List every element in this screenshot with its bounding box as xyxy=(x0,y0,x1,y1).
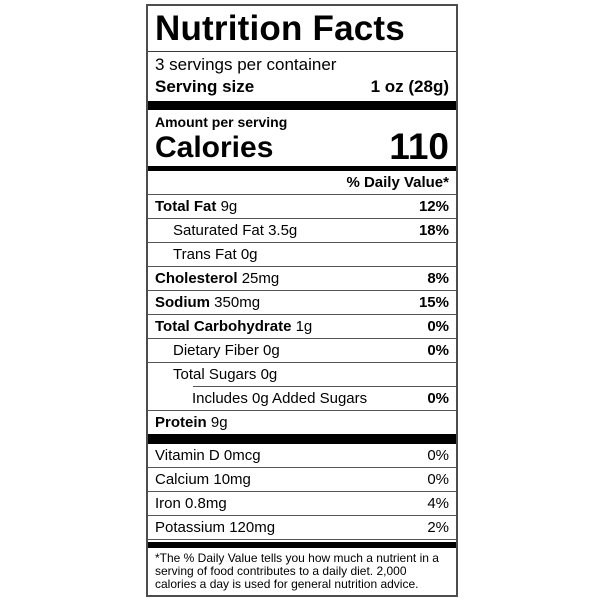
vitamin-row-iron: Iron 0.8mg 4% xyxy=(148,491,456,515)
vitamin-dv: 0% xyxy=(427,471,449,488)
nutrient-name: Saturated Fat xyxy=(173,222,264,239)
nutrient-dv: 0% xyxy=(427,342,449,359)
vitamin-amount: 0.8mg xyxy=(185,495,227,512)
vitamin-amount: 120mg xyxy=(229,519,276,536)
vitamin-amount: 10mg xyxy=(213,471,251,488)
daily-value-header: % Daily Value* xyxy=(346,174,449,191)
thin-divider xyxy=(148,51,456,52)
nutrient-amount: 0g xyxy=(263,342,280,359)
nutrient-row-total-fat: Total Fat 9g 12% xyxy=(148,194,456,218)
vitamin-name: Potassium xyxy=(155,519,226,536)
nutrient-dv: 12% xyxy=(418,198,449,215)
vitamin-row-vitamin-d: Vitamin D 0mcg 0% xyxy=(148,444,456,467)
nutrient-dv: 0% xyxy=(427,390,449,407)
serving-size-row: Serving size 1 oz (28g) xyxy=(148,75,456,101)
label-title: Nutrition Facts xyxy=(155,9,405,48)
nutrient-amount: 9g xyxy=(210,414,228,431)
nutrient-row-cholesterol: Cholesterol 25mg 8% xyxy=(148,266,456,290)
nutrient-name: Trans Fat xyxy=(173,246,237,263)
nutrition-facts-label: Nutrition Facts 3 servings per container… xyxy=(146,4,458,597)
nutrient-row-saturated-fat: Saturated Fat 3.5g 18% xyxy=(148,218,456,242)
vitamins-section: Vitamin D 0mcg 0% Calcium 10mg 0% Iron 0… xyxy=(148,444,456,540)
nutrient-name: Total Fat xyxy=(155,198,217,215)
vitamin-name: Calcium xyxy=(155,471,210,488)
nutrient-dv: 0% xyxy=(427,318,449,335)
amount-per-serving-label: Amount per serving xyxy=(155,114,288,130)
nutrient-amount: 1g xyxy=(295,318,313,335)
nutrient-name: Includes 0g Added Sugars xyxy=(192,390,368,407)
serving-size-value: 1 oz (28g) xyxy=(370,77,449,96)
daily-value-footnote: *The % Daily Value tells you how much a … xyxy=(155,551,439,591)
nutrient-amount: 25mg xyxy=(241,270,280,287)
vitamin-amount: 0mcg xyxy=(223,447,261,464)
nutrient-name: Cholesterol xyxy=(155,270,238,287)
nutrient-amount: 350mg xyxy=(214,294,261,311)
nutrient-amount: 0g xyxy=(240,246,258,263)
indented-divider xyxy=(193,386,456,387)
vitamin-name: Iron xyxy=(155,495,181,512)
calories-value: 110 xyxy=(389,126,449,167)
nutrient-name: Sodium xyxy=(155,294,210,311)
thick-separator-bar xyxy=(148,101,456,110)
nutrient-row-total-sugars: Total Sugars 0g xyxy=(148,362,456,386)
nutrient-row-added-sugars: Includes 0g Added Sugars 0% xyxy=(148,387,456,410)
medium-separator-bar xyxy=(148,166,456,171)
nutrient-name: Dietary Fiber xyxy=(173,342,259,359)
nutrient-amount: 9g xyxy=(220,198,238,215)
nutrient-row-dietary-fiber: Dietary Fiber 0g 0% xyxy=(148,338,456,362)
medium-separator-bar xyxy=(148,542,456,548)
vitamin-row-calcium: Calcium 10mg 0% xyxy=(148,467,456,491)
vitamin-row-potassium: Potassium 120mg 2% xyxy=(148,515,456,539)
thick-separator-bar xyxy=(148,434,456,444)
nutrient-row-sodium: Sodium 350mg 15% xyxy=(148,290,456,314)
nutrient-row-trans-fat: Trans Fat 0g xyxy=(148,242,456,266)
serving-size-label: Serving size xyxy=(155,77,255,96)
vitamin-dv: 0% xyxy=(427,447,449,464)
nutrient-amount: 0g xyxy=(260,366,278,383)
nutrient-name: Total Carbohydrate xyxy=(155,318,292,335)
nutrient-dv: 18% xyxy=(418,222,449,239)
nutrient-name: Protein xyxy=(155,414,207,431)
nutrient-row-total-carbohydrate: Total Carbohydrate 1g 0% xyxy=(148,314,456,338)
calories-row: Calories 110 xyxy=(148,126,456,167)
calories-label: Calories xyxy=(155,131,274,164)
vitamin-dv: 2% xyxy=(427,519,449,536)
nutrient-amount: 3.5g xyxy=(268,222,298,239)
vitamin-dv: 4% xyxy=(427,495,449,512)
nutrient-dv: 8% xyxy=(427,270,449,287)
nutrient-name: Total Sugars xyxy=(173,366,257,383)
vitamin-name: Vitamin D xyxy=(155,447,220,464)
nutrient-dv: 15% xyxy=(418,294,449,311)
nutrient-row-protein: Protein 9g xyxy=(148,410,456,434)
servings-per-container: 3 servings per container xyxy=(155,55,337,74)
